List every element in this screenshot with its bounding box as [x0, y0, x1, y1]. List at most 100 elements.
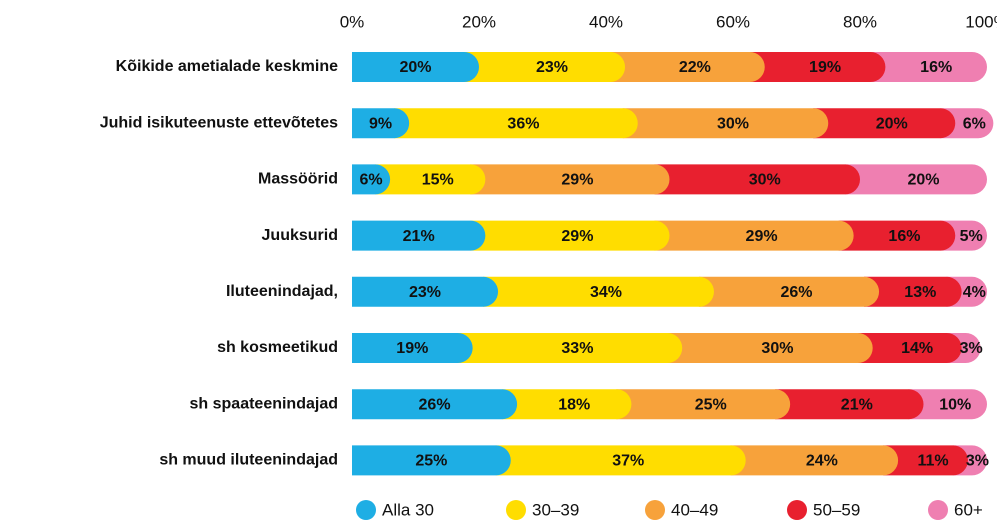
bar-segment: [870, 52, 987, 82]
value-label: 18%: [558, 396, 590, 413]
bar-segment: [730, 445, 899, 476]
value-label: 23%: [536, 59, 568, 76]
bar-segment: [352, 108, 410, 139]
bar-segment: [749, 52, 886, 83]
bar-segment: [502, 389, 632, 420]
value-label: 4%: [963, 284, 986, 301]
value-label: 19%: [809, 59, 841, 76]
bar-segment: [352, 389, 518, 420]
bar-segment: [654, 164, 861, 195]
bar-segment: [483, 276, 714, 307]
bar-segment: [495, 445, 746, 476]
bar-segment: [352, 164, 391, 195]
value-label: 10%: [939, 396, 971, 413]
category-label: Juuksurid: [262, 227, 338, 244]
value-label: 22%: [679, 59, 711, 76]
x-tick-label: 100%: [965, 12, 997, 31]
value-label: 20%: [876, 115, 908, 132]
value-label: 6%: [359, 172, 382, 189]
legend-label: 40–49: [671, 500, 718, 519]
bar-segment: [610, 52, 765, 83]
value-label: 37%: [612, 453, 644, 470]
legend-marker: [787, 500, 807, 520]
bar-segment: [883, 445, 968, 476]
bar-segment: [940, 108, 994, 139]
bar-segment: [352, 333, 473, 363]
bar-segment: [698, 276, 880, 307]
bar-segment: [908, 389, 988, 420]
legend-marker: [928, 500, 948, 520]
value-label: 33%: [561, 340, 593, 357]
bar-segment: [464, 52, 626, 83]
legend-marker: [645, 500, 665, 520]
category-label: sh muud iluteenindajad: [159, 452, 338, 469]
legend-label: 50–59: [813, 500, 860, 519]
value-label: 25%: [415, 453, 447, 470]
bar-segment: [352, 52, 479, 82]
bar-segment: [470, 164, 670, 195]
value-label: 5%: [960, 228, 983, 245]
value-label: 30%: [717, 115, 749, 132]
category-label: Iluteenindajad,: [226, 283, 338, 300]
bar-segment: [813, 108, 956, 139]
value-label: 30%: [761, 340, 793, 357]
value-label: 20%: [907, 172, 939, 189]
bar-segment: [375, 164, 486, 195]
value-label: 23%: [409, 284, 441, 301]
value-label: 30%: [749, 172, 781, 189]
value-label: 3%: [966, 453, 989, 470]
category-label: sh kosmeetikud: [217, 339, 338, 356]
value-label: 3%: [960, 340, 983, 357]
bar-segment: [857, 333, 962, 363]
value-label: 21%: [403, 228, 435, 245]
x-tick-label: 20%: [462, 12, 496, 31]
legend-label: Alla 30: [382, 500, 434, 519]
category-label: Kõikide ametialade keskmine: [116, 58, 338, 75]
value-label: 14%: [901, 340, 933, 357]
x-tick-label: 40%: [589, 12, 623, 31]
value-label: 6%: [963, 115, 986, 132]
value-label: 19%: [396, 340, 428, 357]
bar-segment: [667, 333, 873, 363]
value-label: 24%: [806, 453, 838, 470]
category-label: sh spaateenindajad: [190, 395, 339, 412]
value-label: 20%: [399, 59, 431, 76]
bar-segment: [654, 220, 854, 251]
value-label: 26%: [419, 396, 451, 413]
bar-segment: [775, 389, 924, 420]
bar-segment: [838, 220, 956, 251]
bar-segment: [470, 220, 670, 251]
legend-label: 30–39: [532, 500, 579, 519]
value-label: 21%: [841, 396, 873, 413]
x-tick-label: 80%: [843, 12, 877, 31]
value-label: 29%: [746, 228, 778, 245]
bar-segment: [845, 164, 988, 195]
value-label: 34%: [590, 284, 622, 301]
value-label: 9%: [369, 115, 392, 132]
bar-segment: [457, 333, 683, 363]
x-tick-label: 0%: [340, 12, 365, 31]
category-label: Juhid isikuteenuste ettevõtetes: [100, 114, 338, 131]
category-label: Massöörid: [258, 171, 338, 188]
legend-marker: [506, 500, 526, 520]
bar-segment: [352, 445, 511, 476]
value-label: 15%: [422, 172, 454, 189]
value-label: 29%: [561, 228, 593, 245]
value-label: 13%: [904, 284, 936, 301]
bar-segment: [352, 220, 486, 251]
bar-segment: [394, 108, 638, 139]
value-label: 16%: [888, 228, 920, 245]
value-label: 11%: [917, 453, 948, 470]
bar-segment: [622, 108, 829, 139]
x-tick-label: 60%: [716, 12, 750, 31]
value-label: 36%: [507, 115, 539, 132]
legend-marker: [356, 500, 376, 520]
bar-segment: [864, 276, 962, 307]
value-label: 16%: [920, 59, 952, 76]
legend-label: 60+: [954, 500, 983, 519]
value-label: 25%: [695, 396, 727, 413]
bar-segment: [352, 276, 499, 307]
value-label: 26%: [780, 284, 812, 301]
bar-segment: [616, 389, 791, 420]
